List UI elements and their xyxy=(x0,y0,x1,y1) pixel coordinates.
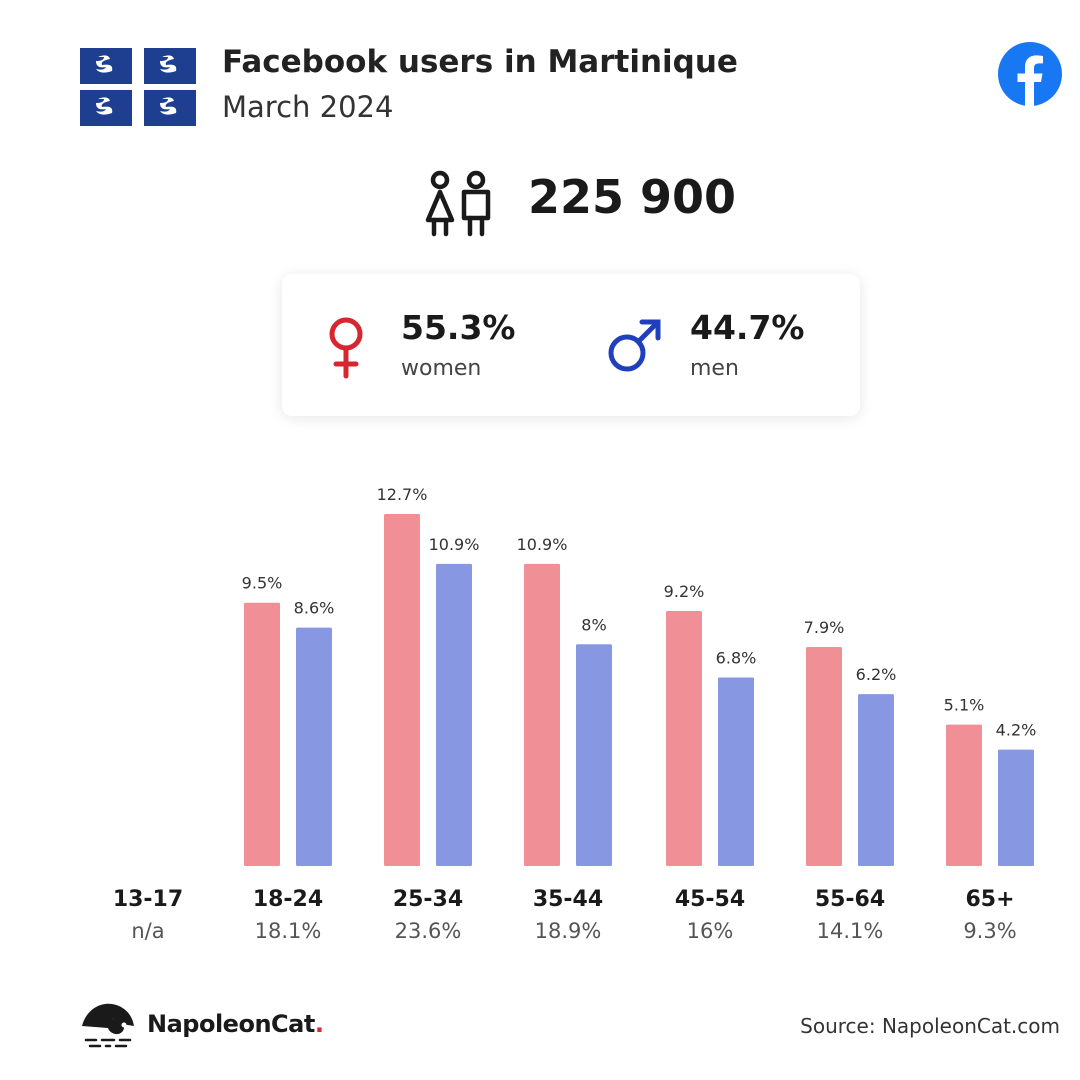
chart-subtitle: March 2024 xyxy=(222,90,394,124)
flag-quarter xyxy=(144,90,196,126)
chart-title: Facebook users in Martinique xyxy=(222,44,738,80)
men-data-label: 6.8% xyxy=(716,649,757,668)
napoleoncat-logo-icon xyxy=(78,1000,138,1050)
gender-split-card: 55.3% women 44.7% men xyxy=(282,274,860,416)
age-category-total: 9.3% xyxy=(963,919,1016,943)
women-bar xyxy=(524,563,560,866)
women-bar xyxy=(946,724,982,866)
men-data-label: 10.9% xyxy=(429,535,480,554)
brand-name: NapoleonCat. xyxy=(147,1010,324,1038)
flag-quarter xyxy=(144,48,196,84)
men-data-label: 4.2% xyxy=(996,721,1037,740)
flag-quarter xyxy=(80,48,132,84)
male-symbol-icon xyxy=(606,318,664,374)
men-percentage: 44.7% xyxy=(690,308,805,347)
facebook-logo-icon xyxy=(998,42,1062,106)
flag-quarter xyxy=(80,90,132,126)
women-data-label: 10.9% xyxy=(517,535,568,554)
age-category-label: 55-64 xyxy=(815,887,885,912)
brand-text: NapoleonCat xyxy=(147,1010,315,1038)
total-users-value: 225 900 xyxy=(528,170,737,224)
women-bar xyxy=(666,611,702,866)
brand-dot: . xyxy=(314,1010,324,1038)
women-bar xyxy=(806,647,842,866)
women-data-label: 9.2% xyxy=(664,582,705,601)
women-data-label: 9.5% xyxy=(242,574,283,593)
men-bar xyxy=(296,627,332,866)
age-category-total: 23.6% xyxy=(395,919,462,943)
men-data-label: 8% xyxy=(581,615,606,634)
men-data-label: 6.2% xyxy=(856,665,897,684)
women-percentage: 55.3% xyxy=(401,308,516,347)
age-category-label: 13-17 xyxy=(113,887,183,912)
women-data-label: 5.1% xyxy=(944,696,985,715)
people-icon xyxy=(424,170,496,238)
age-category-total: 14.1% xyxy=(817,919,884,943)
women-bar xyxy=(384,514,420,866)
female-symbol-icon xyxy=(326,316,366,380)
martinique-flag-icon xyxy=(80,48,196,126)
men-bar xyxy=(576,644,612,866)
age-category-total: 18.9% xyxy=(535,919,602,943)
men-bar xyxy=(858,694,894,866)
age-category-total: 18.1% xyxy=(255,919,322,943)
age-category-label: 45-54 xyxy=(675,887,745,912)
men-bar xyxy=(436,563,472,866)
men-bar xyxy=(718,677,754,866)
age-category-label: 65+ xyxy=(965,887,1014,912)
women-data-label: 12.7% xyxy=(377,485,428,504)
age-category-total: n/a xyxy=(131,919,164,943)
men-data-label: 8.6% xyxy=(294,599,335,618)
age-category-label: 35-44 xyxy=(533,887,603,912)
age-category-label: 18-24 xyxy=(253,887,323,912)
source-credit: Source: NapoleonCat.com xyxy=(800,1014,1060,1038)
women-data-label: 7.9% xyxy=(804,618,845,637)
women-bar xyxy=(244,602,280,866)
women-label: women xyxy=(401,356,482,381)
age-category-total: 16% xyxy=(687,919,734,943)
men-bar xyxy=(998,749,1034,866)
men-label: men xyxy=(690,356,739,381)
age-category-label: 25-34 xyxy=(393,887,463,912)
